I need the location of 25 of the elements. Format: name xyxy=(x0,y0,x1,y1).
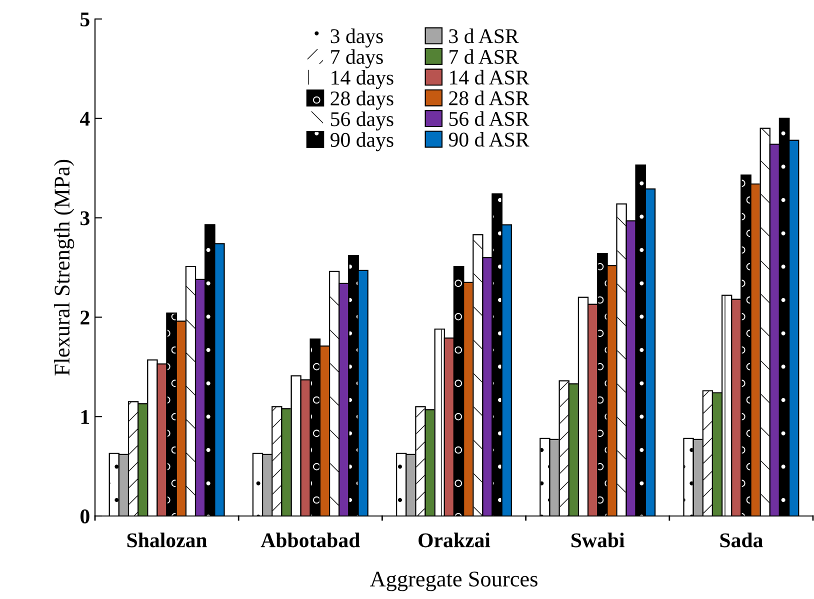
x-axis-title: Aggregate Sources xyxy=(370,572,538,592)
legend-label: 28 days xyxy=(330,90,394,110)
legend-label: 7 d ASR xyxy=(450,49,519,64)
y-tick-label: 4 xyxy=(80,112,90,126)
legend-label: 14 days xyxy=(332,70,394,90)
legend-label: 90 d ASR xyxy=(448,132,530,147)
legend-label: 28 d ASR xyxy=(449,90,530,106)
y-tick-label: 3 xyxy=(80,211,90,226)
x-tick-label: Abbotabad xyxy=(260,532,360,548)
y-tick-label: 5 xyxy=(80,12,90,26)
legend-label: 56 days xyxy=(331,112,394,130)
legend-label: 3 d ASR xyxy=(449,28,519,44)
x-tick-label: Swabi xyxy=(572,532,625,548)
legend-label: 56 d ASR xyxy=(449,111,530,126)
legend-label: 7 days xyxy=(331,49,383,68)
y-axis-title: Flexural Strength (MPa) xyxy=(54,160,74,376)
y-tick-label: 0 xyxy=(80,509,90,524)
legend-label: 14 d ASR xyxy=(450,70,530,85)
y-tick-label: 1 xyxy=(81,410,90,424)
x-tick-label: Shalozan xyxy=(127,532,208,548)
x-tick-label: Sada xyxy=(720,532,763,548)
x-tick-label: Orakzai xyxy=(418,532,490,548)
y-tick-label: 2 xyxy=(80,310,90,324)
legend-label: 90 days xyxy=(330,132,394,152)
legend-label: 3 days xyxy=(330,28,383,48)
